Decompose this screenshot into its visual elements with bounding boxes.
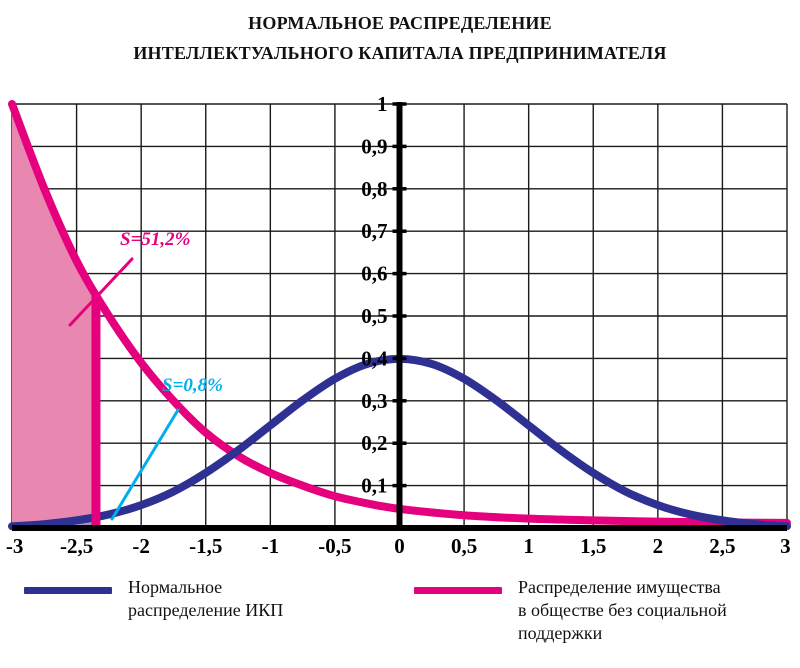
x-tick-label: -1 [261, 534, 280, 558]
annotations: S=51,2% S=0,8% [68, 229, 223, 521]
legend-label-property: Распределение имущества в обществе без с… [518, 577, 727, 643]
page-title: НОРМАЛЬНОЕ РАСПРЕДЕЛЕНИЕ ИНТЕЛЛЕКТУАЛЬНО… [0, 8, 800, 68]
axes [12, 102, 787, 531]
x-tick-label: 2 [652, 534, 664, 558]
legend-item-property: Распределение имущества в обществе без с… [414, 576, 727, 645]
y-tick-label: 0,8 [361, 177, 387, 201]
legend-item-normal: Нормальное распределение ИКП [24, 576, 283, 622]
pink-tail-area [12, 104, 96, 528]
x-axis-tick-labels: -3 -2,5 -2 -1,5 -1 -0,5 0 0,5 1 1,5 2 2,5 3 [0, 534, 800, 568]
x-tick-label: 0,5 [450, 534, 478, 558]
y-tick-label: 0,7 [361, 219, 387, 243]
title-line-1: НОРМАЛЬНОЕ РАСПРЕДЕЛЕНИЕ [248, 13, 552, 33]
y-tick-label: 0,9 [361, 134, 387, 158]
x-tick-label: -2 [132, 534, 150, 558]
area-pink-label: S=51,2% [120, 229, 190, 250]
y-tick-label: 0,5 [361, 304, 387, 328]
x-tick-label: -0,5 [318, 534, 352, 558]
x-tick-label: 1 [523, 534, 534, 558]
x-tick-label: 1,5 [580, 534, 607, 558]
x-tick-label: -3 [5, 534, 24, 558]
leader-line-pink [68, 257, 134, 327]
y-tick-label: 0,2 [361, 431, 387, 455]
leader-line-cyan [110, 408, 180, 521]
y-tick-labels: 0,1 0,2 0,3 0,4 0,5 0,6 0,7 0,8 0,9 1 [361, 96, 388, 498]
chart-canvas: 0,1 0,2 0,3 0,4 0,5 0,6 0,7 0,8 0,9 1 S=51,2% S=0,… [0, 96, 800, 536]
x-tick-label: -2,5 [59, 534, 94, 558]
x-tick-label: 3 [780, 534, 791, 558]
legend-label-normal: Нормальное распределение ИКП [128, 577, 284, 620]
area-cyan-label: S=0,8% [162, 375, 223, 396]
y-tick-label: 0,6 [361, 262, 387, 286]
legend-swatch-blue [24, 587, 112, 594]
y-tick-label: 0,3 [361, 389, 387, 413]
x-tick-label: -1,5 [189, 534, 223, 558]
curve-property-distribution [8, 100, 791, 527]
legend-swatch-magenta [414, 587, 502, 594]
x-tick-label: 2,5 [709, 534, 736, 558]
title-line-2: ИНТЕЛЛЕКТУАЛЬНОГО КАПИТАЛА ПРЕДПРИНИМАТЕ… [133, 43, 667, 63]
shaded-areas [12, 104, 96, 528]
normal-distribution-plot: 0,1 0,2 0,3 0,4 0,5 0,6 0,7 0,8 0,9 1 S=51,2% S=0,… [8, 96, 791, 531]
y-tick-label: 1 [377, 96, 388, 116]
chart-legend: Нормальное распределение ИКП Распределен… [0, 576, 800, 668]
y-tick-label: 0,1 [361, 474, 387, 498]
x-tick-label: 0 [394, 534, 405, 558]
y-tick-label: 0,4 [361, 346, 388, 370]
